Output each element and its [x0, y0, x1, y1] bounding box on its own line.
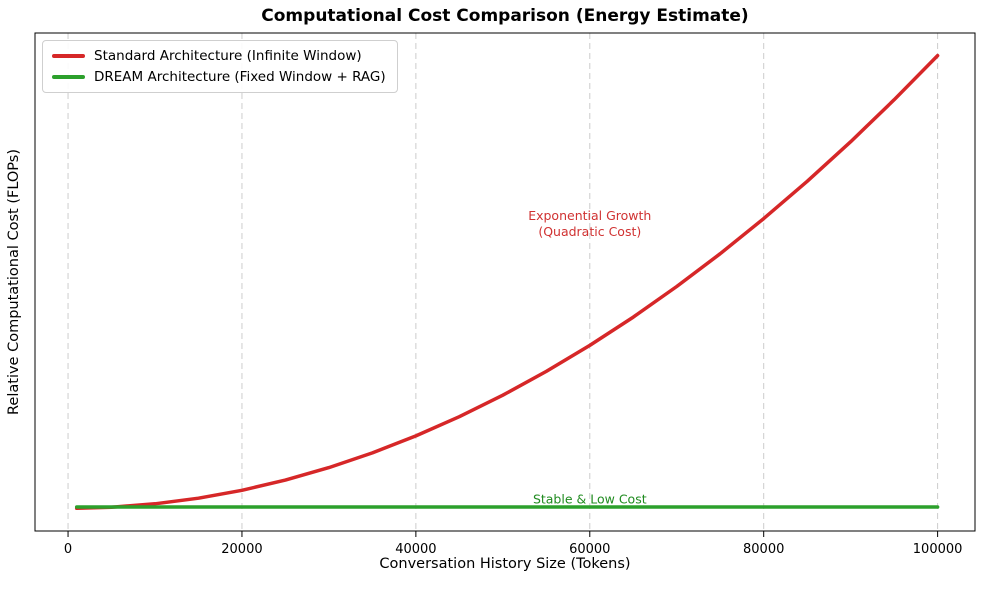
legend: Standard Architecture (Infinite Window) … [42, 40, 398, 93]
x-axis-label: Conversation History Size (Tokens) [379, 556, 631, 572]
svg-text:40000: 40000 [395, 542, 436, 557]
svg-text:Exponential Growth(Quadratic C: Exponential Growth (Quadratic Cost) [528, 208, 651, 239]
legend-item-dream-architecture: DREAM Architecture (Fixed Window + RAG) [52, 69, 386, 85]
chart-title: Computational Cost Comparison (Energy Es… [261, 6, 749, 26]
svg-text:80000: 80000 [743, 542, 784, 557]
svg-text:20000: 20000 [221, 542, 262, 557]
legend-item-standard-architecture: Standard Architecture (Infinite Window) [52, 48, 386, 64]
svg-text:100000: 100000 [913, 542, 963, 557]
legend-label-standard-architecture: Standard Architecture (Infinite Window) [94, 48, 362, 64]
green-line-swatch-icon [52, 75, 85, 79]
svg-text:0: 0 [64, 542, 72, 557]
legend-label-dream-architecture: DREAM Architecture (Fixed Window + RAG) [94, 69, 386, 85]
red-line-swatch-icon [52, 54, 85, 58]
svg-text:Stable & Low Cost: Stable & Low Cost [533, 491, 647, 506]
svg-text:60000: 60000 [569, 542, 610, 557]
y-axis-label: Relative Computational Cost (FLOPs) [6, 149, 22, 415]
